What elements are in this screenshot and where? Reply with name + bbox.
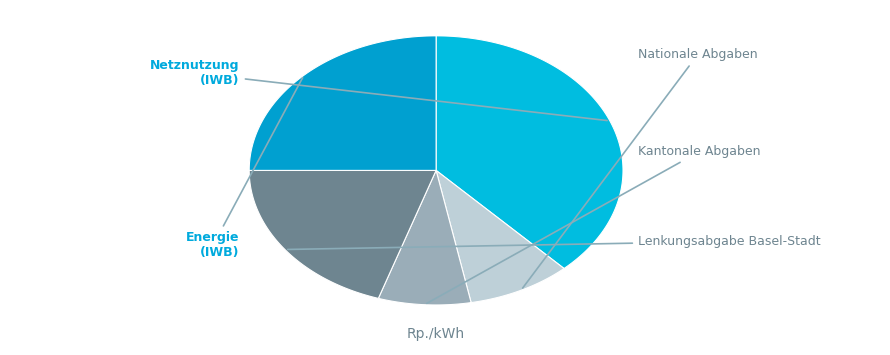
Text: Nationale Abgaben: Nationale Abgaben: [522, 48, 757, 288]
Polygon shape: [436, 36, 623, 268]
Polygon shape: [436, 170, 564, 302]
Text: Energie
(IWB): Energie (IWB): [186, 78, 303, 259]
Text: Rp./kWh: Rp./kWh: [407, 327, 465, 342]
Text: Kantonale Abgaben: Kantonale Abgaben: [427, 145, 760, 304]
Text: Netznutzung
(IWB): Netznutzung (IWB): [150, 59, 607, 121]
Polygon shape: [249, 170, 436, 299]
Polygon shape: [249, 36, 436, 170]
Text: Lenkungsabgabe Basel-Stadt: Lenkungsabgabe Basel-Stadt: [287, 235, 821, 250]
Polygon shape: [378, 170, 471, 305]
